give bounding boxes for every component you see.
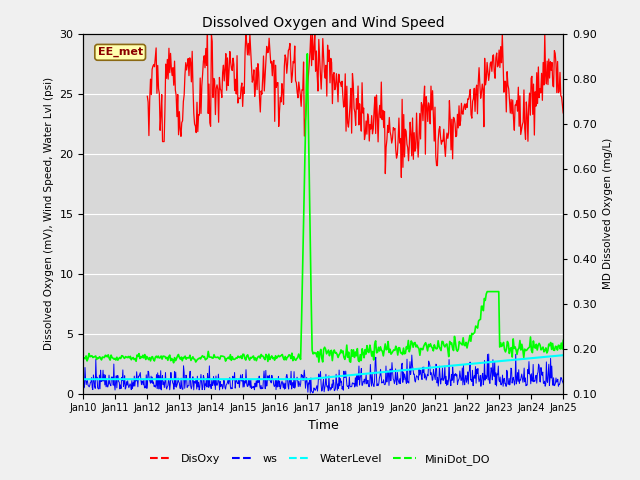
MiniDot_DO	[309, 351, 317, 357]
MiniDot_DO	[303, 51, 311, 57]
DisOxy	[400, 112, 408, 118]
WaterLevel	[518, 356, 526, 362]
Line: DisOxy: DisOxy	[147, 34, 563, 178]
DisOxy	[203, 62, 211, 68]
ws	[79, 379, 87, 384]
Y-axis label: Dissolved Oxygen (mV), Wind Speed, Water Lvl (psi): Dissolved Oxygen (mV), Wind Speed, Water…	[44, 77, 54, 350]
MiniDot_DO	[367, 348, 374, 353]
ws	[386, 372, 394, 378]
MiniDot_DO	[170, 360, 177, 366]
Legend: DisOxy, ws, WaterLevel, MiniDot_DO: DisOxy, ws, WaterLevel, MiniDot_DO	[145, 450, 495, 469]
WaterLevel	[535, 355, 543, 360]
MiniDot_DO	[550, 348, 557, 353]
WaterLevel	[168, 376, 176, 382]
Y-axis label: MD Dissolved Oxygen (mg/L): MD Dissolved Oxygen (mg/L)	[602, 138, 612, 289]
WaterLevel	[207, 376, 215, 382]
ws	[494, 372, 502, 378]
ws	[559, 380, 567, 386]
ws	[371, 359, 379, 365]
DisOxy	[362, 118, 370, 124]
MiniDot_DO	[559, 337, 567, 343]
Line: WaterLevel: WaterLevel	[83, 355, 563, 379]
ws	[109, 374, 116, 380]
DisOxy	[441, 144, 449, 149]
WaterLevel	[79, 376, 87, 382]
DisOxy	[559, 110, 567, 116]
MiniDot_DO	[475, 318, 483, 324]
Line: ws: ws	[83, 354, 563, 393]
ws	[358, 383, 366, 388]
WaterLevel	[99, 376, 106, 382]
WaterLevel	[108, 376, 116, 382]
MiniDot_DO	[341, 357, 349, 362]
X-axis label: Time: Time	[308, 419, 339, 432]
Text: EE_met: EE_met	[98, 47, 143, 58]
DisOxy	[164, 76, 172, 82]
MiniDot_DO	[79, 356, 87, 361]
Line: MiniDot_DO: MiniDot_DO	[83, 54, 563, 363]
ws	[307, 390, 314, 396]
WaterLevel	[559, 352, 567, 358]
Title: Dissolved Oxygen and Wind Speed: Dissolved Oxygen and Wind Speed	[202, 16, 445, 30]
MiniDot_DO	[312, 350, 320, 356]
DisOxy	[296, 93, 304, 98]
ws	[485, 351, 493, 357]
ws	[444, 382, 452, 387]
